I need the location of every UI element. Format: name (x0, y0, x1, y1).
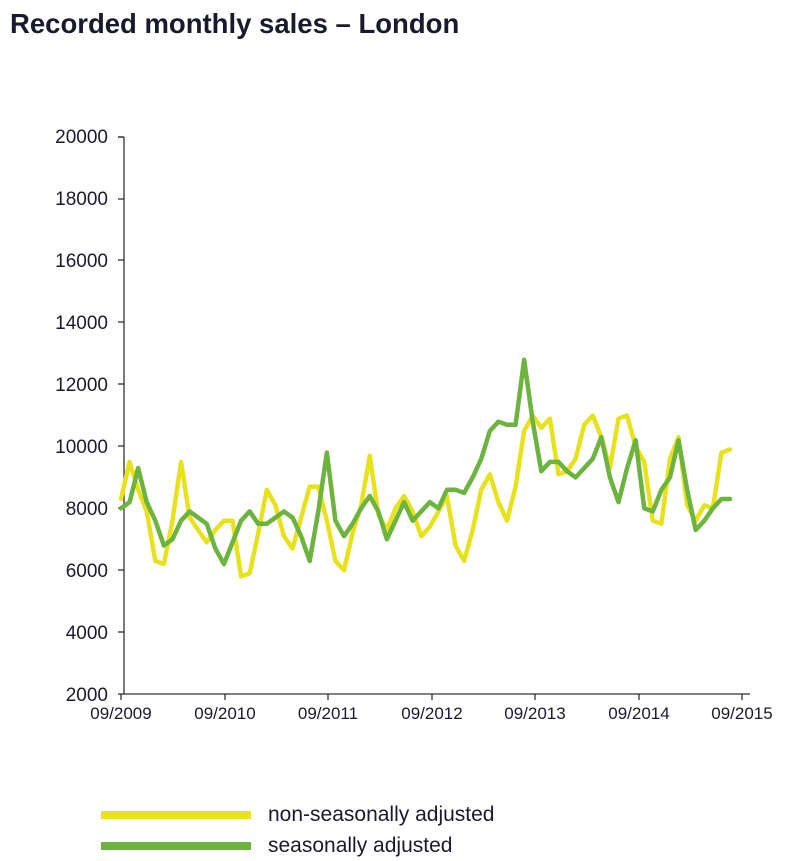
svg-text:09/2009: 09/2009 (90, 704, 151, 723)
svg-text:16000: 16000 (55, 251, 108, 272)
svg-text:09/2014: 09/2014 (608, 704, 669, 723)
svg-text:12000: 12000 (55, 375, 108, 396)
svg-text:4000: 4000 (66, 623, 108, 644)
svg-text:09/2010: 09/2010 (194, 704, 255, 723)
svg-text:14000: 14000 (55, 313, 108, 334)
svg-text:09/2015: 09/2015 (711, 704, 772, 723)
svg-text:6000: 6000 (66, 561, 108, 582)
svg-text:2000: 2000 (66, 685, 108, 706)
svg-text:09/2013: 09/2013 (504, 704, 565, 723)
svg-text:09/2011: 09/2011 (298, 704, 358, 723)
svg-text:10000: 10000 (55, 437, 108, 458)
svg-text:20000: 20000 (55, 127, 108, 148)
svg-text:8000: 8000 (66, 499, 108, 520)
svg-text:18000: 18000 (55, 189, 108, 210)
svg-text:09/2012: 09/2012 (401, 704, 462, 723)
